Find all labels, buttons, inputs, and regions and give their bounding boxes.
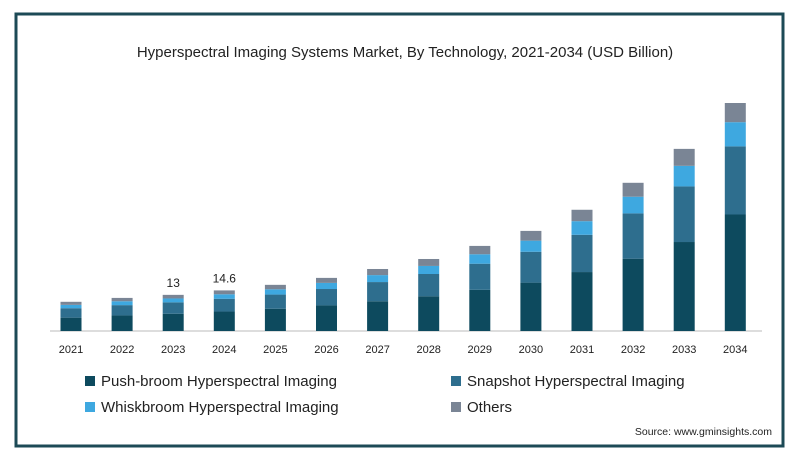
bar-segment	[469, 263, 491, 290]
bar-segment	[111, 305, 133, 316]
bar-segment	[162, 313, 184, 331]
bar-segment	[673, 186, 695, 243]
legend-label: Others	[467, 399, 512, 416]
legend-label: Snapshot Hyperspectral Imaging	[467, 373, 685, 390]
bar-segment	[571, 272, 593, 331]
x-tick-label: 2030	[519, 344, 543, 356]
bar-segment	[724, 146, 746, 215]
bar-segment	[316, 277, 337, 283]
bar-segment	[469, 245, 491, 255]
bar-segment	[162, 302, 184, 314]
bar-segment	[622, 196, 644, 214]
x-tick-label: 2022	[110, 344, 134, 356]
bar-segment	[571, 221, 593, 235]
bar-segment	[111, 301, 133, 306]
bar-segment	[418, 265, 440, 274]
bar-segment	[213, 290, 235, 295]
bar-segment	[316, 305, 337, 331]
bar-segment	[724, 214, 746, 331]
bar-segment	[418, 296, 440, 331]
bar-segment	[213, 311, 235, 331]
bar-segment	[367, 275, 389, 283]
bar-segment	[520, 230, 542, 241]
bar-segment	[418, 274, 440, 297]
legend-swatch	[451, 402, 461, 412]
bar-segment	[316, 282, 337, 290]
x-tick-label: 2033	[672, 344, 696, 356]
bar-segment	[111, 315, 133, 331]
x-tick-label: 2032	[621, 344, 645, 356]
bar-segment	[622, 258, 644, 331]
legend-label: Push-broom Hyperspectral Imaging	[101, 373, 337, 390]
bar-segment	[162, 298, 184, 303]
bar-segment	[418, 258, 440, 266]
total-label: 13	[167, 276, 181, 290]
bar-segment	[469, 254, 491, 264]
bar-segment	[367, 268, 389, 276]
bar-segment	[316, 289, 337, 306]
bar-segment	[264, 294, 286, 309]
x-tick-label: 2026	[314, 344, 338, 356]
x-tick-label: 2025	[263, 344, 287, 356]
bar-segment	[213, 294, 235, 299]
bar-segment	[673, 148, 695, 166]
x-tick-label: 2024	[212, 344, 236, 356]
source: Source: www.gminsights.com	[635, 426, 772, 438]
bar-segment	[111, 297, 133, 302]
bar-segment	[571, 234, 593, 273]
bar-segment	[520, 251, 542, 283]
bar-segment	[571, 209, 593, 222]
bar-segment	[724, 103, 746, 123]
bar-segment	[60, 317, 82, 331]
bar-segment	[60, 308, 82, 318]
total-label: 14.6	[213, 272, 237, 286]
bar-segment	[162, 294, 184, 299]
bar-segment	[622, 213, 644, 259]
x-tick-label: 2027	[365, 344, 389, 356]
x-tick-label: 2031	[570, 344, 594, 356]
bar-segment	[367, 301, 389, 331]
legend-swatch	[85, 402, 95, 412]
bar-segment	[724, 122, 746, 147]
legend-swatch	[85, 376, 95, 386]
bar-segment	[60, 304, 82, 309]
x-tick-label: 2023	[161, 344, 185, 356]
bar-segment	[673, 165, 695, 187]
chart-title: Hyperspectral Imaging Systems Market, By…	[137, 44, 673, 61]
bar-segment	[520, 240, 542, 252]
bar-segment	[60, 301, 82, 305]
bar-segment	[264, 289, 286, 295]
bar-segment	[520, 282, 542, 331]
bar-segment	[673, 242, 695, 331]
frame	[14, 12, 785, 448]
x-tick-label: 2028	[416, 344, 440, 356]
bar-segment	[264, 308, 286, 331]
x-tick-label: 2021	[59, 344, 83, 356]
legend-swatch	[451, 376, 461, 386]
bar-segment	[469, 289, 491, 331]
x-tick-label: 2029	[468, 344, 492, 356]
x-tick-label: 2034	[723, 344, 747, 356]
bar-segment	[622, 182, 644, 197]
legend-label: Whiskbroom Hyperspectral Imaging	[101, 399, 339, 416]
bar-segment	[367, 282, 389, 302]
bar-segment	[264, 284, 286, 290]
bar-segment	[213, 298, 235, 312]
